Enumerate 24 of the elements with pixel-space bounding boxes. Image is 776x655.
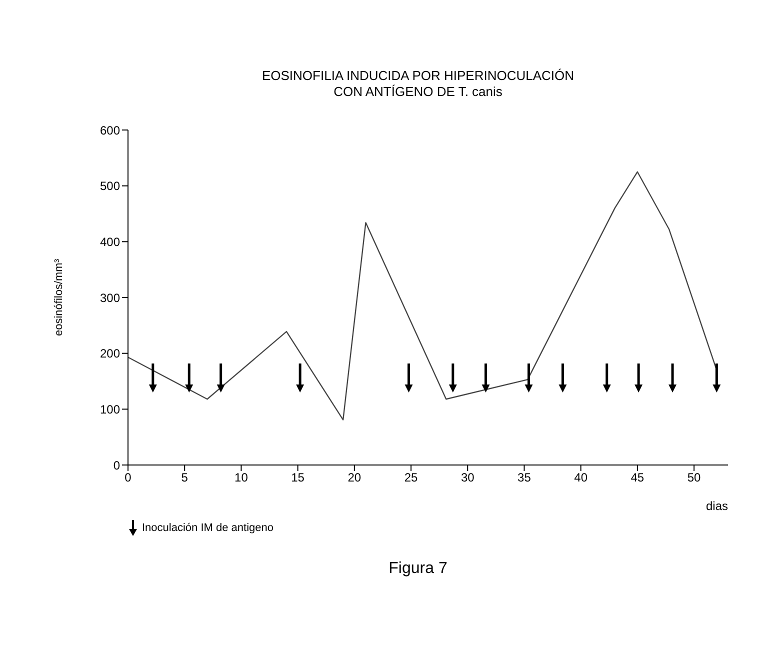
text: Figura 7 <box>388 560 448 578</box>
y-axis-title: eosinófilos/mm³ <box>52 258 65 336</box>
x-tick-label: 15 <box>291 470 305 485</box>
y-tick-label: 100 <box>100 402 120 416</box>
y-tick-label: 200 <box>100 346 120 361</box>
x-tick-label: 20 <box>348 470 362 485</box>
x-tick-label: 40 <box>574 470 588 485</box>
x-tick-label: 45 <box>630 470 644 485</box>
chart-title: EOSINOFILIA INDUCIDA POR HIPERINOCULACIÓN CON ANTÍGENO DE T. canis <box>260 68 576 100</box>
x-axis-title: dias <box>706 499 728 513</box>
x-tick-label: 25 <box>404 470 418 485</box>
y-tick-label: 500 <box>100 179 120 194</box>
x-tick-label: 30 <box>460 470 475 485</box>
line-series <box>128 171 718 420</box>
x-tick-label: 5 <box>181 470 188 485</box>
y-tick-label: 300 <box>100 290 120 305</box>
legend-label: Inoculación IM de antigeno <box>142 522 274 534</box>
x-tick-label: 35 <box>518 470 532 485</box>
x-tick-label: 50 <box>687 470 702 485</box>
x-tick-label: 0 <box>124 470 132 485</box>
y-tick-label: 400 <box>100 234 120 249</box>
y-tick-label: 0 <box>113 458 120 472</box>
x-tick-label: 10 <box>234 470 248 485</box>
y-tick-label: 600 <box>100 123 120 138</box>
